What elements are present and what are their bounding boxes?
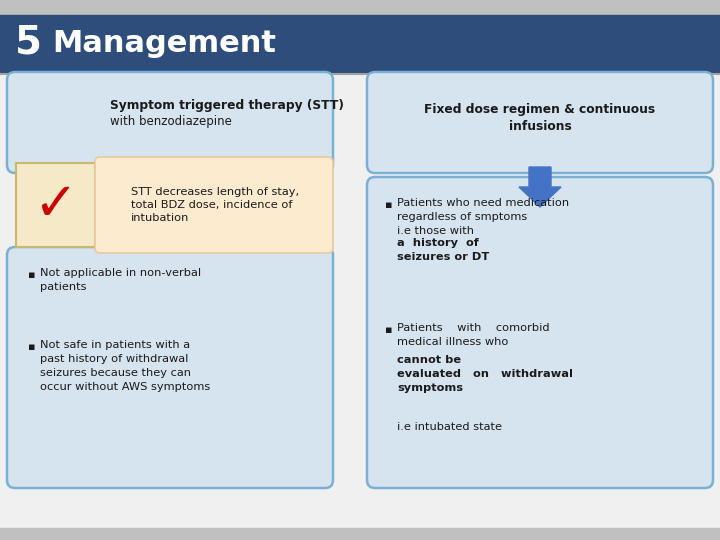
FancyBboxPatch shape — [367, 72, 713, 173]
Text: Patients who need medication
regardless of smptoms
i.e those with: Patients who need medication regardless … — [397, 198, 569, 236]
Text: Patients    with    comorbid
medical illness who: Patients with comorbid medical illness w… — [397, 323, 549, 347]
Text: ✓: ✓ — [33, 179, 77, 231]
Bar — [0, 528, 720, 540]
Text: i.e intubated state: i.e intubated state — [397, 422, 502, 432]
Text: cannot be
evaluated   on   withdrawal
symptoms: cannot be evaluated on withdrawal sympto… — [397, 355, 573, 393]
FancyBboxPatch shape — [7, 72, 333, 173]
FancyBboxPatch shape — [367, 177, 713, 488]
Text: Fixed dose regimen & continuous: Fixed dose regimen & continuous — [424, 104, 656, 117]
Text: a  history  of
seizures or DT: a history of seizures or DT — [397, 238, 490, 262]
Text: Management: Management — [52, 29, 276, 57]
Text: ▪: ▪ — [385, 200, 392, 210]
Text: ▪: ▪ — [28, 342, 35, 352]
Text: with benzodiazepine: with benzodiazepine — [110, 116, 232, 129]
Text: Symptom triggered therapy (STT): Symptom triggered therapy (STT) — [110, 98, 344, 111]
FancyBboxPatch shape — [95, 157, 333, 253]
FancyBboxPatch shape — [16, 163, 95, 247]
Text: Not safe in patients with a
past history of withdrawal
seizures because they can: Not safe in patients with a past history… — [40, 340, 210, 392]
Text: ▪: ▪ — [385, 325, 392, 335]
FancyBboxPatch shape — [7, 247, 333, 488]
FancyArrow shape — [519, 167, 561, 207]
Text: Not applicable in non-verbal
patients: Not applicable in non-verbal patients — [40, 268, 201, 292]
Text: 5: 5 — [15, 24, 42, 62]
Text: infusions: infusions — [508, 120, 572, 133]
Text: STT decreases length of stay,
total BDZ dose, incidence of
intubation: STT decreases length of stay, total BDZ … — [131, 187, 299, 223]
Bar — [0, 0, 720, 15]
Text: ▪: ▪ — [28, 270, 35, 280]
Bar — [0, 15, 720, 72]
